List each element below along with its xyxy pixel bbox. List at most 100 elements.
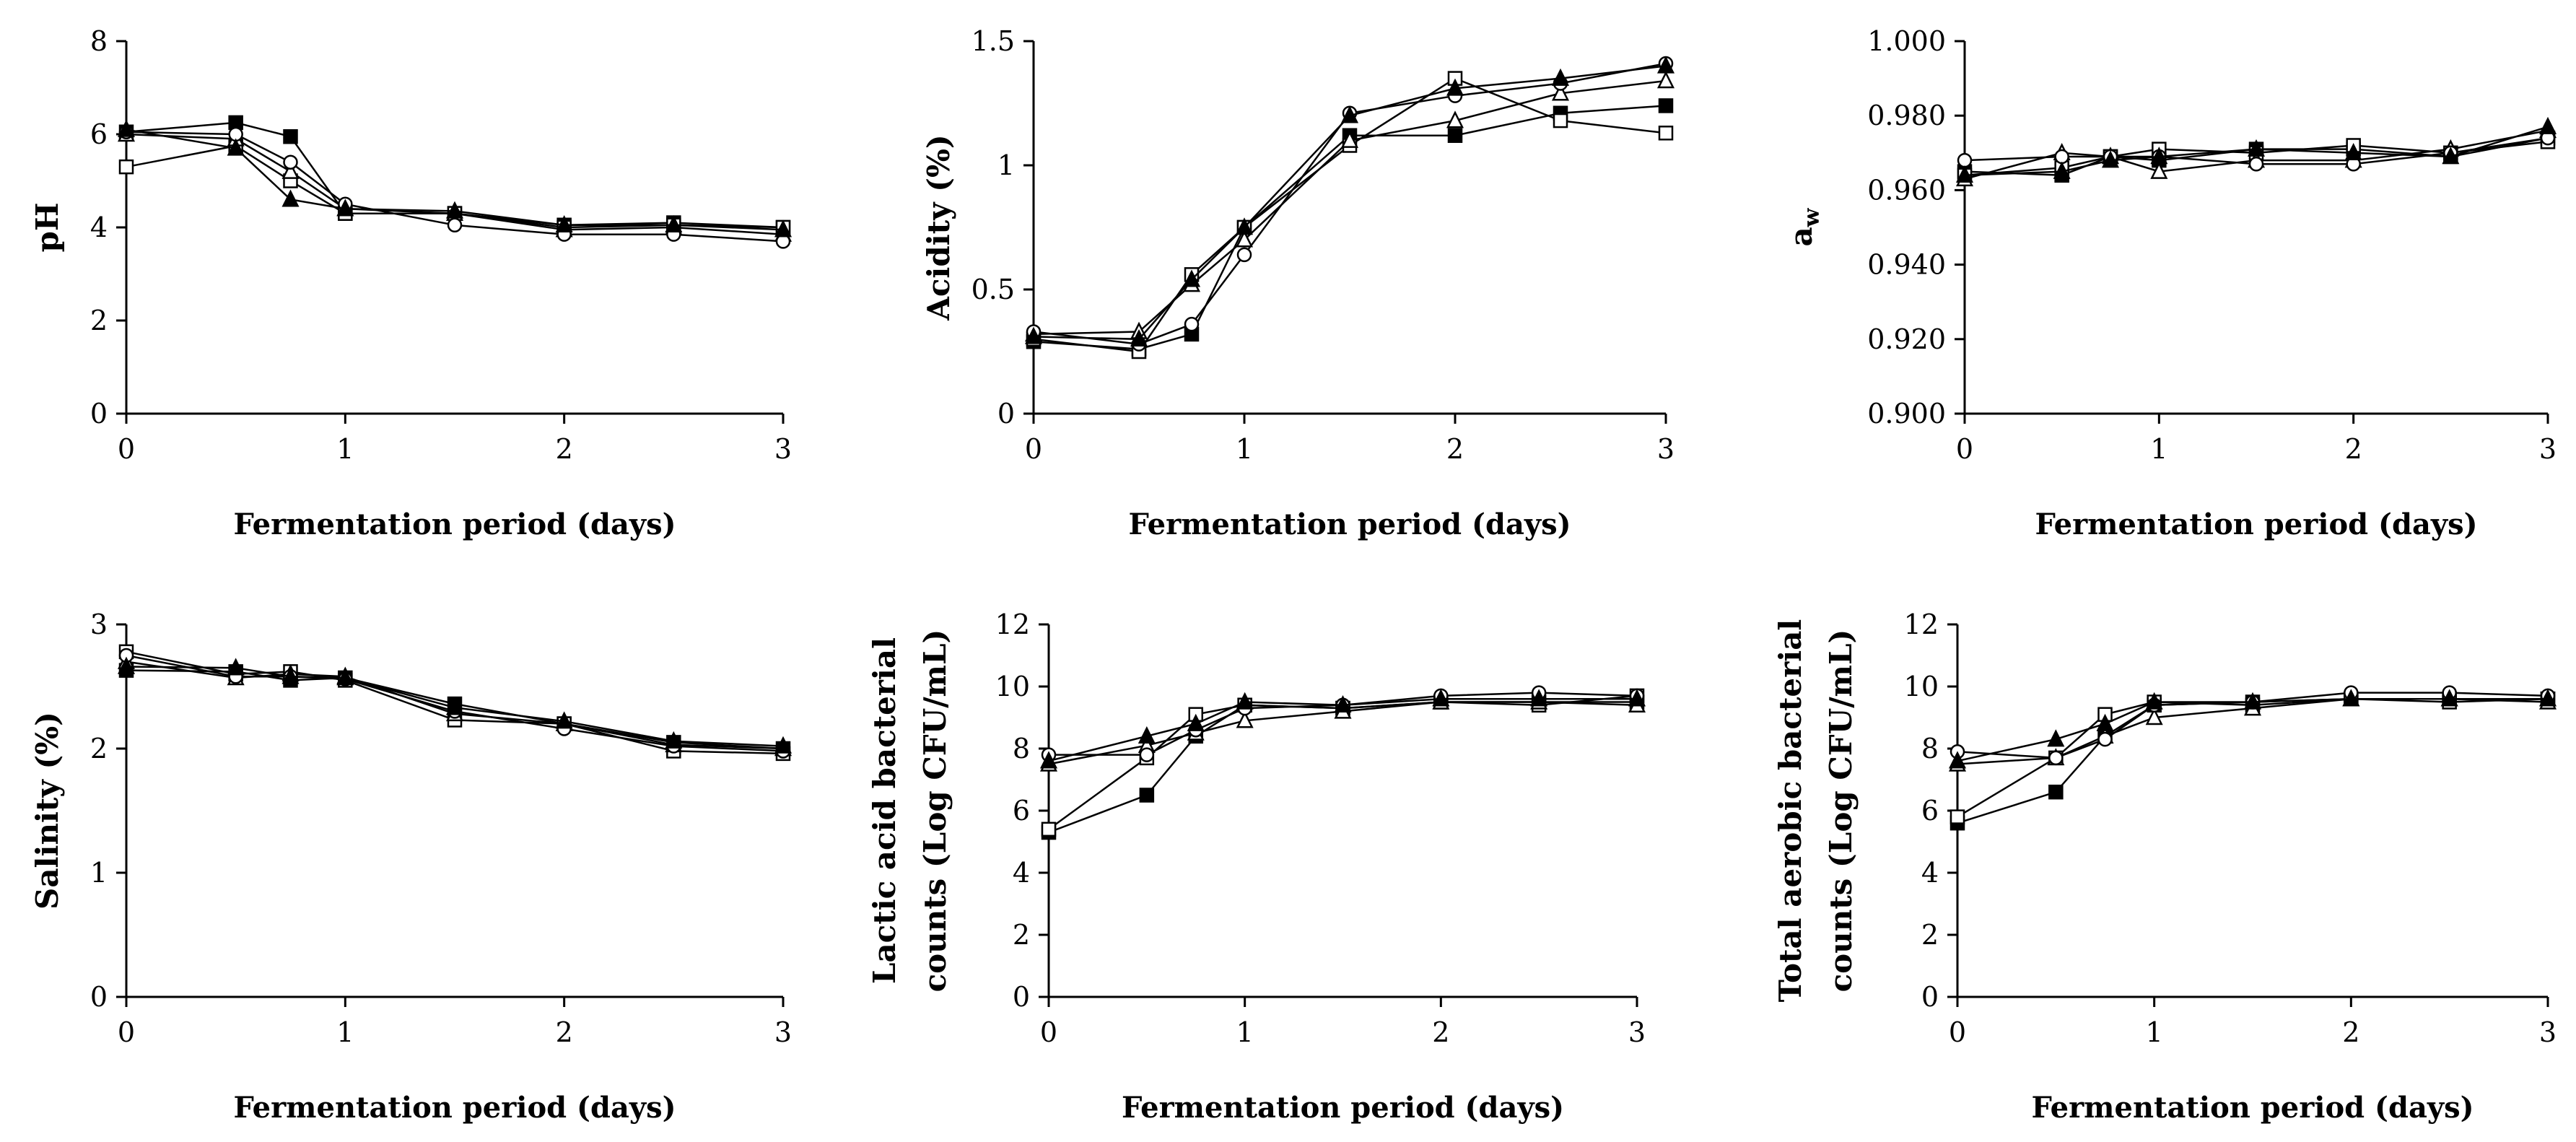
series-triangle-filled	[1948, 689, 2557, 769]
x-tick-label: 0	[1956, 433, 1973, 465]
series-line	[1033, 62, 1667, 345]
data-point	[1446, 78, 1464, 96]
x-tick-label: 1	[2146, 1016, 2163, 1048]
x-tick-label: 2	[1446, 433, 1464, 465]
x-tick-label: 2	[556, 433, 573, 465]
y-tick-label: 0.940	[1867, 249, 1946, 281]
x-tick-label: 0	[1949, 1016, 1966, 1048]
x-tick-label: 3	[774, 433, 792, 465]
x-tick-label: 2	[2342, 1016, 2359, 1048]
data-point	[555, 711, 573, 729]
x-tick-label: 1	[1236, 433, 1253, 465]
data-point	[1235, 217, 1254, 235]
data-point	[1130, 329, 1148, 347]
series-line	[1964, 126, 2549, 177]
x-axis-label: Fermentation period (days)	[2035, 507, 2477, 541]
x-tick-label: 0	[1040, 1016, 1057, 1048]
y-tick-label: 8	[1013, 733, 1030, 764]
data-point	[774, 736, 793, 754]
data-point	[1334, 695, 1352, 713]
y-tick-label: 0.900	[1867, 398, 1946, 430]
data-point	[2048, 750, 2064, 766]
y-tick-label: 12	[1904, 609, 1939, 640]
series-circle-open	[1026, 56, 1674, 352]
series-line	[126, 133, 784, 235]
data-point	[2243, 692, 2262, 710]
x-axis-label: Fermentation period (days)	[233, 1091, 676, 1125]
series-triangle-filled	[1024, 56, 1675, 347]
data-point	[1024, 326, 1043, 344]
series-line	[1957, 692, 2549, 759]
y-axis-label: Acidity (%)	[921, 134, 956, 321]
y-tick-label: 2	[90, 305, 108, 336]
data-point	[665, 214, 683, 233]
x-tick-label: 3	[774, 1016, 792, 1048]
series-line	[126, 650, 784, 755]
y-tick-label: 6	[1921, 795, 1939, 827]
x-tick-label: 1	[2150, 433, 2167, 465]
series-circle-open	[118, 124, 791, 249]
y-tick-label: 0	[1921, 981, 1939, 1013]
y-tick-label: 0	[997, 398, 1015, 430]
x-axis-label: Fermentation period (days)	[1122, 1091, 1564, 1125]
y-tick-label: 6	[1013, 795, 1030, 827]
series-line	[1964, 129, 2549, 180]
x-tick-label: 0	[118, 1016, 135, 1048]
y-axis-label: counts (Log CFU/mL)	[1823, 629, 1859, 993]
data-point	[774, 219, 793, 237]
y-tick-label: 4	[90, 212, 108, 243]
x-axis-label: Fermentation period (days)	[233, 507, 676, 541]
data-point	[1340, 130, 1359, 148]
data-point	[1656, 56, 1675, 74]
data-point	[2344, 143, 2362, 161]
x-axis-label: Fermentation period (days)	[2031, 1091, 2474, 1125]
y-tick-label: 0.960	[1867, 174, 1946, 206]
y-tick-label: 8	[1921, 733, 1939, 764]
data-point	[1656, 71, 1675, 89]
data-point	[1553, 113, 1568, 128]
data-point	[1446, 110, 1464, 128]
data-point	[1955, 165, 1974, 183]
data-point	[2048, 784, 2064, 800]
data-point	[1658, 126, 1674, 141]
data-point	[445, 201, 464, 219]
series-line	[126, 654, 784, 752]
series-line	[1033, 77, 1667, 353]
y-tick-label: 0	[90, 398, 108, 430]
data-point	[2538, 116, 2557, 134]
data-point	[2538, 689, 2557, 707]
data-point	[2150, 161, 2168, 179]
y-tick-label: 0	[1013, 981, 1030, 1013]
data-point	[1432, 689, 1450, 707]
x-tick-label: 3	[1657, 433, 1675, 465]
series-line	[1033, 105, 1667, 350]
data-point	[1236, 710, 1254, 728]
data-point	[2047, 729, 2065, 747]
series-line	[1048, 697, 1637, 762]
y-axis-label: Total aerobic bacterial	[1773, 619, 1808, 1003]
series-triangle-filled	[1955, 116, 2557, 183]
data-point	[2442, 147, 2460, 165]
data-point	[2145, 692, 2163, 710]
data-point	[1041, 821, 1057, 837]
data-point	[2097, 731, 2113, 747]
x-tick-label: 2	[1432, 1016, 1449, 1048]
data-point	[118, 159, 134, 175]
data-point	[336, 199, 354, 217]
data-point	[281, 161, 300, 179]
data-point	[281, 189, 300, 207]
data-point	[1235, 230, 1254, 248]
series-triangle-filled	[117, 656, 793, 754]
data-point	[2248, 157, 2264, 172]
chart-salinity: 0 1 2 3 0 1 2 3 Fermentation period (days) Salini…	[30, 609, 792, 1125]
data-point	[283, 128, 298, 144]
data-point	[1138, 726, 1156, 744]
series-line	[1049, 692, 1638, 756]
data-point	[1447, 128, 1463, 143]
y-tick-label: 8	[90, 25, 108, 57]
y-tick-label: 10	[1904, 671, 1939, 702]
y-tick-label: 0	[90, 981, 108, 1013]
data-point	[1950, 809, 1965, 824]
